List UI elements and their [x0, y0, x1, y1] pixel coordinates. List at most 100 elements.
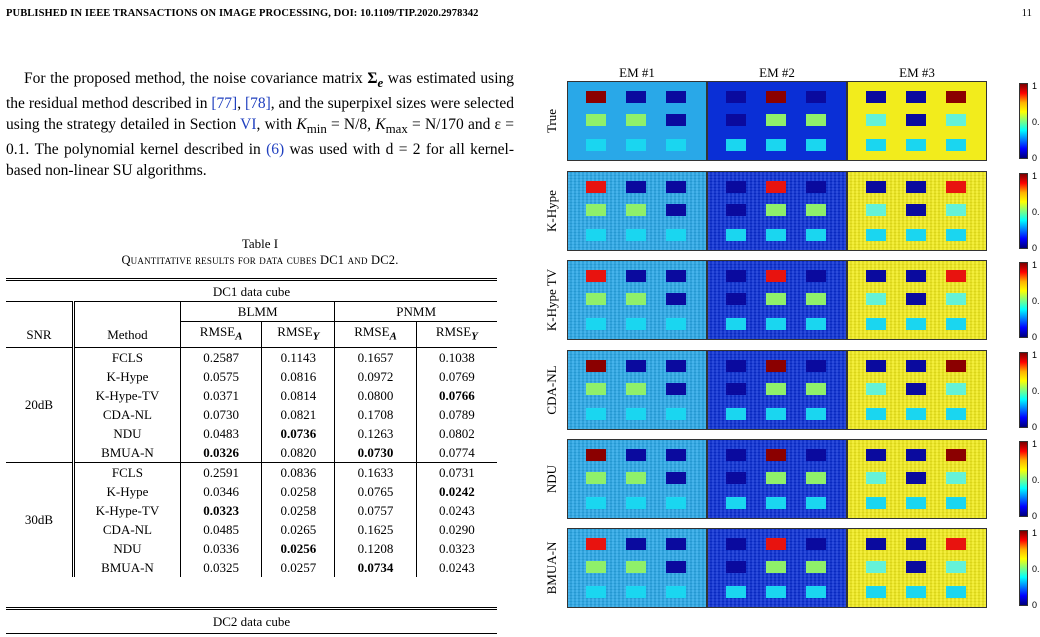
endmember-square [766, 561, 786, 573]
endmember-square [766, 449, 786, 461]
endmember-square [946, 181, 966, 193]
value-cell: 0.2587 [180, 347, 263, 367]
endmember-square [766, 360, 786, 372]
sigma-subscript: e [377, 75, 384, 91]
endmember-square [666, 497, 686, 509]
figure-row-label: K-Hype [544, 190, 559, 232]
endmember-square [766, 408, 786, 420]
endmember-square [726, 497, 746, 509]
table-row: K-Hype 0.0346 0.0258 0.0765 0.0242 [6, 481, 497, 501]
value-cell: 0.1633 [334, 462, 417, 482]
endmember-square [586, 497, 606, 509]
abundance-map-panel [567, 528, 707, 608]
rmse-subscript: Y [471, 330, 478, 343]
endmember-square [666, 318, 686, 330]
endmember-square [906, 293, 926, 305]
equation-link[interactable]: (6) [266, 141, 285, 159]
endmember-square [906, 91, 926, 103]
endmember-square [586, 586, 606, 598]
endmember-square [626, 293, 646, 305]
pnmm-header: PNMM [334, 301, 497, 322]
value-cell: 0.0730 [334, 442, 417, 463]
endmember-square [666, 408, 686, 420]
table-subtitle: Quantitative results for data cubes DC1 … [6, 253, 514, 268]
abundance-map-panel [847, 81, 987, 161]
colorbar-tick-label: 1 [1032, 81, 1038, 91]
rmse-y-pnmm-header: RMSEY [416, 321, 497, 348]
endmember-square [586, 204, 606, 216]
endmember-square [866, 204, 886, 216]
value-cell: 0.0485 [180, 519, 263, 539]
figure-row-label: K-Hype TV [544, 268, 559, 332]
endmember-square [626, 181, 646, 193]
endmember-square [806, 561, 826, 573]
endmember-square [626, 229, 646, 241]
citation-link[interactable]: [77] [211, 95, 238, 113]
value-cell: 0.0757 [334, 500, 417, 520]
endmember-square [946, 114, 966, 126]
endmember-square [726, 204, 746, 216]
value-cell: 0.0769 [438, 368, 475, 384]
value-cell: 0.0326 [180, 442, 263, 463]
endmember-square [946, 318, 966, 330]
endmember-square [626, 360, 646, 372]
abundance-map-panel [567, 260, 707, 340]
endmember-square [866, 293, 886, 305]
endmember-square [866, 181, 886, 193]
endmember-square [666, 114, 686, 126]
endmember-square [906, 408, 926, 420]
page-number: 11 [1021, 8, 1032, 19]
rmse-label: RMSE [435, 324, 472, 339]
value-cell: 0.0774 [416, 442, 497, 463]
kmax-symbol: K [375, 116, 386, 134]
snr-cell: 30dB [6, 462, 75, 577]
endmember-square [626, 114, 646, 126]
colorbar-tick-label: 0 [1032, 153, 1038, 163]
value-cell: 0.2591 [180, 462, 263, 482]
rmse-y-blmm-header: RMSEY [261, 321, 336, 348]
value-cell: 0.1657 [334, 347, 417, 367]
endmember-square [766, 91, 786, 103]
abundance-map-panel [707, 528, 847, 608]
endmember-square [726, 229, 746, 241]
endmember-square [766, 114, 786, 126]
dc2-header: DC2 data cube [212, 614, 291, 629]
value-cell: 0.0265 [261, 519, 336, 539]
endmember-square [806, 383, 826, 395]
page-header: PUBLISHED IN IEEE TRANSACTIONS ON IMAGE … [0, 8, 1040, 22]
endmember-square [766, 181, 786, 193]
method-header: Method [73, 321, 181, 348]
sigma-symbol: Σ [367, 70, 378, 87]
section-link[interactable]: VI [240, 116, 257, 134]
body-paragraph: For the proposed method, the noise covar… [6, 68, 514, 181]
endmember-square [866, 472, 886, 484]
endmember-square [946, 91, 966, 103]
endmember-square [866, 408, 886, 420]
rmse-subscript: Y [312, 330, 320, 343]
endmember-square [726, 449, 746, 461]
value-cell: 0.1625 [334, 519, 417, 539]
abundance-map-panel [567, 350, 707, 430]
endmember-square [906, 139, 926, 151]
endmember-square [866, 91, 886, 103]
kmax-subscript: max [385, 121, 408, 137]
endmember-square [726, 318, 746, 330]
method-cell: FCLS [73, 462, 181, 482]
endmember-square [806, 318, 826, 330]
kmin-subscript: min [306, 121, 327, 137]
endmember-square [806, 114, 826, 126]
abundance-map-panel [567, 171, 707, 251]
value-cell: 0.0323 [180, 500, 263, 520]
endmember-square [766, 318, 786, 330]
rmse-label: RMSE [199, 324, 236, 339]
endmember-square [806, 270, 826, 282]
endmember-square [906, 204, 926, 216]
citation-link[interactable]: [78] [244, 95, 271, 113]
endmember-square [866, 360, 886, 372]
endmember-square [866, 318, 886, 330]
value-cell: 0.0258 [261, 500, 336, 520]
value-cell: 0.0765 [334, 481, 417, 501]
figure-row-label: NDU [544, 464, 559, 494]
endmember-square [866, 383, 886, 395]
rmse-subscript: A [389, 330, 397, 343]
